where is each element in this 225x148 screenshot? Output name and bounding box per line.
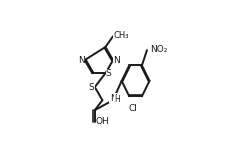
Text: OH: OH [96, 117, 110, 126]
Text: NO₂: NO₂ [150, 45, 167, 54]
Text: H: H [114, 95, 120, 104]
Text: N: N [113, 56, 120, 65]
Text: S: S [89, 83, 94, 92]
Text: CH₃: CH₃ [114, 31, 129, 40]
Text: N: N [78, 56, 85, 65]
Text: S: S [106, 69, 112, 78]
Text: N: N [110, 94, 116, 103]
Text: Cl: Cl [129, 104, 138, 113]
